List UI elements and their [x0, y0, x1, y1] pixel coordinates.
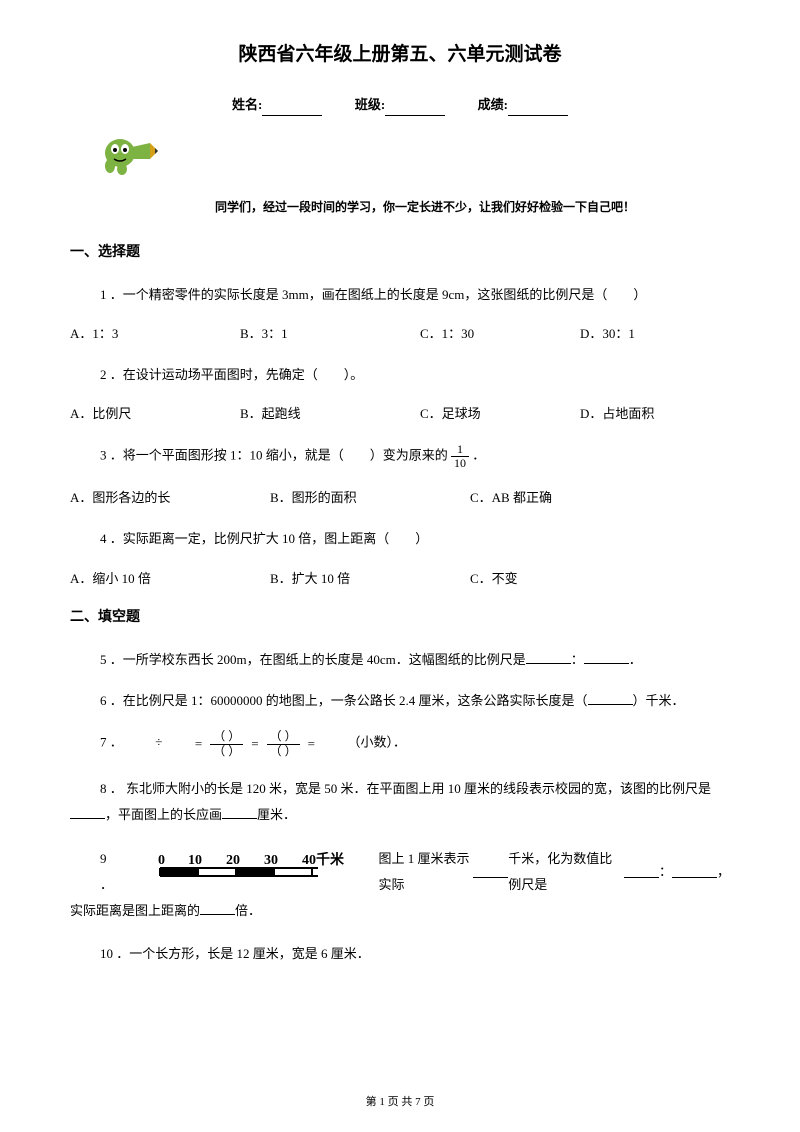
q9-prefix: 9 ．: [100, 846, 118, 898]
q4-opt-b: B．扩大 10 倍: [270, 569, 470, 590]
ruler-icon: 0 10 20 30 40千米: [148, 852, 378, 891]
q7-prefix: 7 ．: [100, 735, 123, 750]
q7-frac2: （ ） （ ）: [267, 730, 300, 757]
score-blank[interactable]: [508, 102, 568, 116]
q1-opt-c: C．1：30: [420, 324, 580, 345]
q7-eq2: =: [251, 732, 258, 755]
question-3: 3 ．将一个平面图形按 1：10 缩小，就是（ ）变为原来的 1 10 ．: [100, 443, 730, 470]
q7-eq3: =: [308, 732, 315, 755]
svg-text:30: 30: [264, 853, 278, 868]
q2-options: A．比例尺 B．起跑线 C．足球场 D．占地面积: [70, 404, 730, 425]
q4-opt-a: A．缩小 10 倍: [70, 569, 270, 590]
name-blank[interactable]: [262, 102, 322, 116]
q5-text: 5 ．一所学校东西长 200m，在图纸上的长度是 40cm．这幅图纸的比例尺是: [100, 652, 526, 667]
q3-options: A．图形各边的长 B．图形的面积 C．AB 都正确: [70, 488, 730, 509]
q2-opt-c: C．足球场: [420, 404, 580, 425]
question-1: 1 ．一个精密零件的实际长度是 3mm，画在图纸上的长度是 9cm，这张图纸的比…: [100, 283, 730, 306]
q2-opt-d: D．占地面积: [580, 404, 730, 425]
q8-blank2[interactable]: [222, 806, 257, 819]
question-6: 6 ．在比例尺是 1：60000000 的地图上，一条公路长 2.4 厘米，这条…: [100, 689, 730, 712]
q7-suffix: （小数）．: [347, 735, 406, 750]
question-2: 2 ．在设计运动场平面图时，先确定（ ）。: [100, 363, 730, 386]
question-10: 10 ．一个长方形，长是 12 厘米，宽是 6 厘米．: [100, 942, 730, 965]
q1-opt-a: A．1：3: [70, 324, 240, 345]
page-title: 陕西省六年级上册第五、六单元测试卷: [70, 40, 730, 70]
q6-text: 6 ．在比例尺是 1：60000000 的地图上，一条公路长 2.4 厘米，这条…: [100, 693, 588, 708]
q9-blank4[interactable]: [200, 902, 235, 915]
q9-blank1[interactable]: [473, 865, 508, 878]
section-1-title: 一、选择题: [70, 242, 730, 264]
q1-options: A．1：3 B．3：1 C．1：30 D．30：1: [70, 324, 730, 345]
q9-blank3[interactable]: [672, 865, 717, 878]
q9-blank2[interactable]: [624, 865, 659, 878]
q1-opt-d: D．30：1: [580, 324, 730, 345]
q8-mid: ，平面图上的长应画: [105, 807, 222, 822]
q4-options: A．缩小 10 倍 B．扩大 10 倍 C．不变: [70, 569, 730, 590]
question-7: 7 ． ÷ = （ ） （ ） = （ ） （ ） = （小数）．: [100, 730, 730, 757]
q3-text-before: 3 ．将一个平面图形按 1：10 缩小，就是（ ）变为原来的: [100, 448, 448, 463]
q2-opt-a: A．比例尺: [70, 404, 240, 425]
student-info: 姓名: 班级: 成绩:: [70, 95, 730, 116]
q9-comma: ，: [717, 859, 730, 885]
intro-text: 同学们，经过一段时间的学习，你一定长进不少，让我们好好检验一下自己吧！: [70, 198, 730, 217]
question-4: 4 ．实际距离一定，比例尺扩大 10 倍，图上距离（ ）: [100, 527, 730, 550]
q8-blank1[interactable]: [70, 806, 105, 819]
q3-text-after: ．: [472, 448, 485, 463]
q7-div: ÷: [155, 735, 162, 750]
q1-opt-b: B．3：1: [240, 324, 420, 345]
q9-colon: ：: [659, 859, 672, 885]
q8-end: 厘米．: [257, 807, 296, 822]
svg-text:10: 10: [188, 853, 202, 868]
q7-eq1: =: [195, 732, 202, 755]
q8-line1: 8 ． 东北师大附小的长是 120 米，宽是 50 米．在平面图上用 10 厘米…: [100, 781, 711, 796]
q9-mid2: 千米，化为数值比例尺是: [508, 846, 624, 898]
q3-opt-b: B．图形的面积: [270, 488, 470, 509]
q9-end: 倍．: [235, 903, 261, 918]
q3-fraction: 1 10: [451, 443, 469, 470]
q4-opt-c: C．不变: [470, 569, 730, 590]
name-label: 姓名:: [232, 97, 262, 112]
q5-blank1[interactable]: [526, 651, 571, 664]
q3-opt-a: A．图形各边的长: [70, 488, 270, 509]
score-label: 成绩:: [478, 97, 508, 112]
q6-end: ）千米．: [633, 693, 685, 708]
class-label: 班级:: [355, 97, 385, 112]
q7-frac1: （ ） （ ）: [210, 730, 243, 757]
q2-opt-b: B．起跑线: [240, 404, 420, 425]
page-footer: 第 1 页 共 7 页: [70, 1094, 730, 1112]
question-5: 5 ．一所学校东西长 200m，在图纸上的长度是 40cm．这幅图纸的比例尺是 ：…: [100, 648, 730, 671]
question-8: 8 ． 东北师大附小的长是 120 米，宽是 50 米．在平面图上用 10 厘米…: [70, 776, 730, 828]
q5-blank2[interactable]: [584, 651, 629, 664]
svg-text:40千米: 40千米: [302, 852, 345, 868]
q9-line2: 实际距离是图上距离的: [70, 903, 200, 918]
pencil-icon: [100, 131, 730, 183]
q5-colon: ：: [571, 652, 584, 667]
q6-blank[interactable]: [588, 692, 633, 705]
q5-end: ．: [629, 652, 642, 667]
q9-mid1: 图上 1 厘米表示实际: [378, 846, 473, 898]
section-2-title: 二、填空题: [70, 607, 730, 629]
question-9: 9 ． 0 10 20 30 40千米 图上 1 厘米表示实际千米，化为数值比例…: [70, 846, 730, 924]
class-blank[interactable]: [385, 102, 445, 116]
q3-opt-c: C．AB 都正确: [470, 488, 730, 509]
svg-text:20: 20: [226, 853, 240, 868]
svg-text:0: 0: [158, 853, 165, 868]
